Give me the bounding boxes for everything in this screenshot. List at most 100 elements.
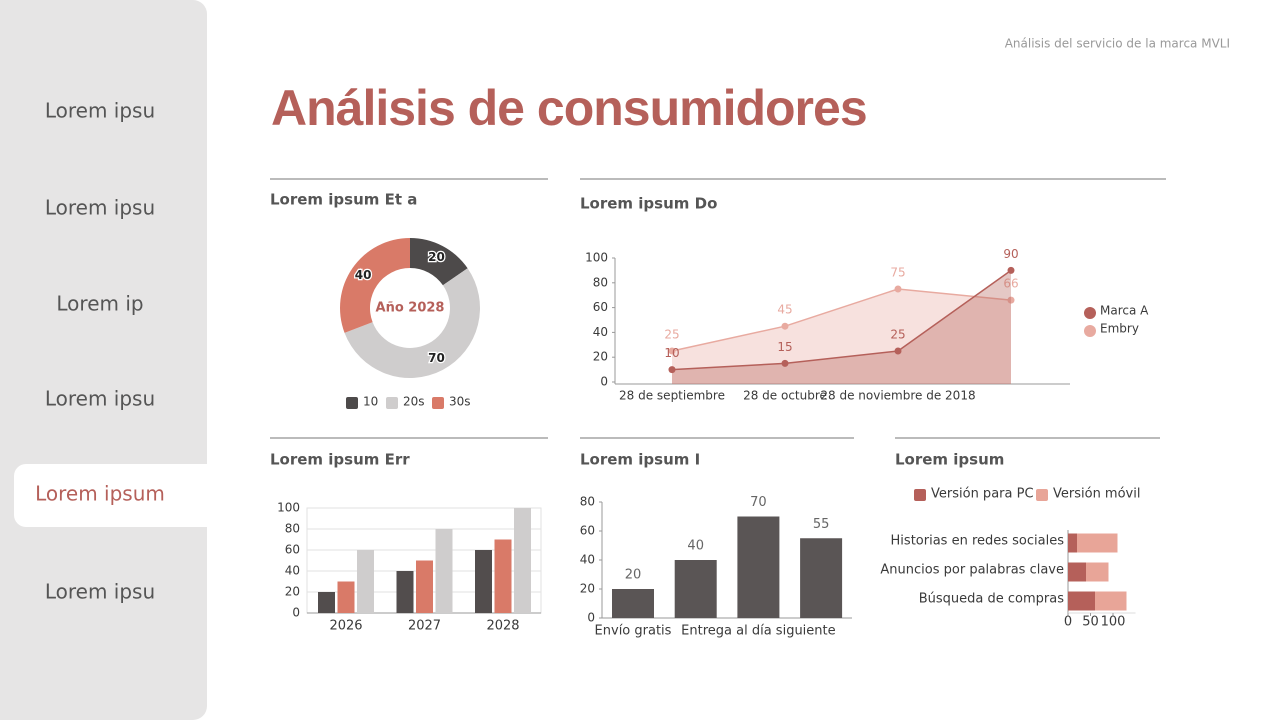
panel-title: Lorem ipsum I [580,451,700,469]
bar [337,581,355,613]
value-label: 55 [813,517,830,532]
panel-title: Lorem ipsum Err [270,451,410,469]
legend-label: Marca A [1100,304,1149,318]
nav-item[interactable]: Lorem ipsum [35,482,165,506]
y-tick-label: Historias en redes sociales [891,534,1065,549]
slice-label: 70 [428,351,445,365]
x-tick-label: Entrega al día siguiente [681,624,835,639]
bar-segment [1068,591,1095,611]
y-tick-label: 80 [580,495,595,509]
slice-label: 40 [355,268,372,282]
donut-slice [344,268,480,378]
legend-label: Versión para PC [931,487,1034,502]
point [894,347,902,355]
bar-segment [1086,562,1109,582]
point [1007,266,1015,274]
value-label: 90 [1003,247,1018,261]
panel-title: Lorem ipsum [895,451,1004,469]
y-tick-label: 80 [593,275,608,289]
slice-label: 20 [428,250,445,264]
bar-segment [1068,562,1086,582]
center-label: Año 2028 [376,301,445,316]
legend-label: 30s [449,395,471,409]
page-title: Análisis de consumidores [271,80,867,136]
legend-marker [1084,325,1096,337]
legend-label: 20s [403,395,425,409]
point [781,359,789,367]
subtitle: Análisis del servicio de la marca MVLI [1005,37,1230,51]
y-tick-label: 80 [285,522,300,536]
y-tick-label: 100 [277,501,300,515]
bar [357,550,374,613]
bar [800,538,843,618]
bar [396,571,414,613]
bar-segment [1077,533,1118,553]
value-label: 45 [777,303,792,317]
y-tick-label: 20 [593,350,608,364]
active-item-bg [14,464,274,527]
value-label: 10 [664,346,679,360]
y-tick-label: 60 [285,543,300,557]
panel-title: Lorem ipsum Do [580,195,717,213]
nav-item[interactable]: Lorem ipsu [45,580,155,604]
nav-item[interactable]: Lorem ip [56,292,143,316]
bar [737,516,780,618]
donut-slice [410,238,468,286]
legend-swatch [346,397,358,409]
value-label: 75 [890,266,905,280]
bar [435,529,453,613]
x-tick-label: 28 de noviembre de 2018 [820,389,975,403]
y-tick-label: 40 [580,553,595,567]
nav-item[interactable]: Lorem ipsu [45,99,155,123]
value-label: 25 [664,328,679,342]
panel-title: Lorem ipsum Et a [270,191,417,209]
y-tick-label: 0 [292,606,300,620]
point [894,285,902,293]
nav-item[interactable]: Lorem ipsu [45,196,155,220]
x-tick-label: 2028 [486,619,519,634]
area-fill [672,289,1011,384]
x-tick-label: 2027 [408,619,441,634]
value-label: 20 [625,568,642,583]
y-tick-label: 40 [593,325,608,339]
legend-label: 10 [363,395,378,409]
bar [494,539,512,613]
value-label: 66 [1003,277,1018,291]
bar [612,589,654,618]
legend-label: Versión móvil [1053,487,1140,502]
nav-item[interactable]: Lorem ipsu [45,387,155,411]
point [668,366,676,374]
y-tick-label: 60 [593,300,608,314]
point [781,322,789,330]
bar [475,550,492,613]
point [1007,296,1015,304]
y-tick-label: 60 [580,524,595,538]
y-tick-label: 0 [600,375,608,389]
donut-slice [340,238,410,333]
legend-swatch [432,397,444,409]
value-label: 15 [777,340,792,354]
x-tick-label: 28 de octubre [743,389,827,403]
bar-segment [1095,591,1127,611]
bar [514,508,531,613]
y-tick-label: 20 [285,585,300,599]
value-label: 70 [750,495,767,510]
area-fill [672,270,1011,384]
y-tick-label: 20 [580,582,595,596]
value-label: 40 [687,539,704,554]
y-tick-label: 40 [285,564,300,578]
x-tick-label: 2026 [329,619,362,634]
legend-marker [1084,307,1096,319]
y-tick-label: 100 [585,251,608,265]
y-tick-label: Búsqueda de compras [919,592,1064,607]
legend-swatch [1036,489,1048,501]
line [671,269,1012,371]
y-tick-label: Anuncios por palabras clave [880,563,1064,578]
sidebar [0,0,207,720]
line [671,288,1012,352]
bar [416,560,433,613]
x-tick-label: Envío gratis [595,624,672,639]
x-tick-label: 100 [1101,615,1126,630]
legend-swatch [914,489,926,501]
